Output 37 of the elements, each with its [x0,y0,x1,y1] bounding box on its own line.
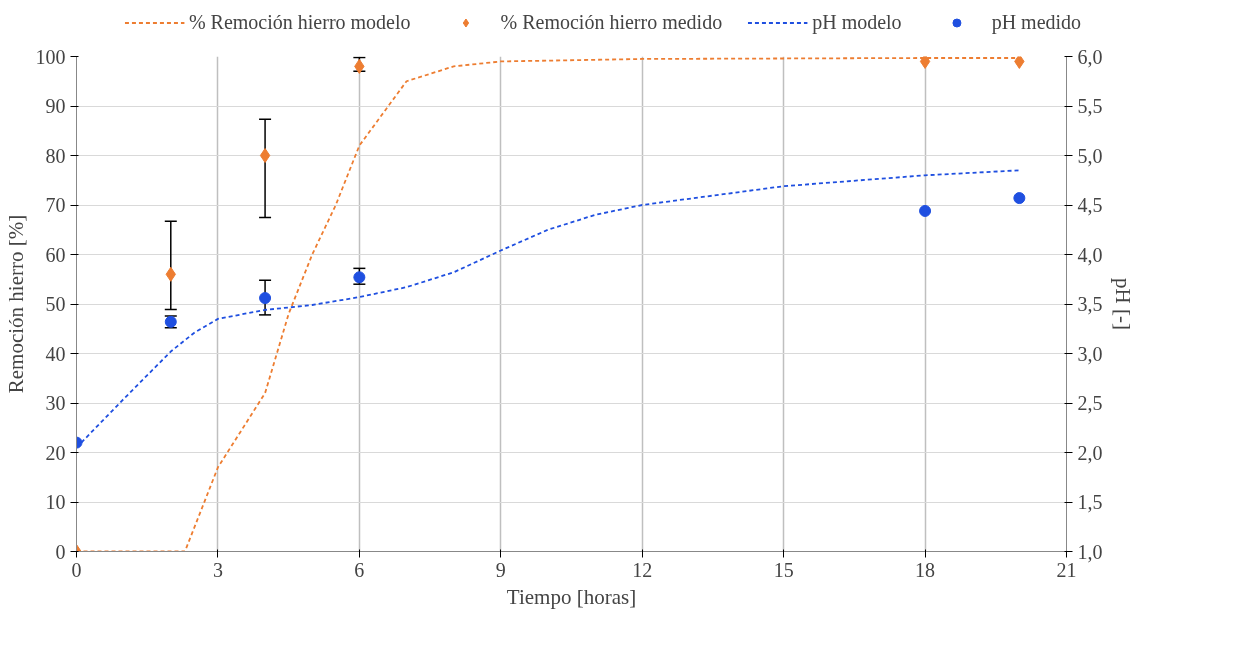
y2-tick-label: 4,0 [1077,243,1103,266]
y-tick-label: 10 [45,491,66,513]
x-tick-label: 6 [354,558,365,581]
y-tick-label: 20 [45,441,66,464]
y2-tick-label: 1,5 [1077,491,1103,513]
y-tick-label: 80 [45,144,66,167]
y2-tick-label: 2,0 [1077,441,1103,464]
x-tick-label: 18 [915,558,936,581]
y2-tick-label: 2,5 [1077,392,1103,414]
x-axis-title: Tiempo [horas] [506,584,637,609]
y-tick-label: 100 [35,45,66,68]
legend-label: % Remoción hierro medido [500,10,723,34]
y2-tick-label: 3,0 [1077,342,1103,365]
y2-tick-label: 6,0 [1077,45,1103,68]
y2-tick-label: 5,5 [1077,95,1103,117]
y-tick-label: 60 [45,243,66,266]
y-tick-label: 90 [45,95,66,117]
legend-label: pH medido [991,10,1082,34]
y-tick-label: 50 [45,293,66,315]
x-tick-label: 21 [1056,558,1077,581]
y2-tick-label: 1,0 [1077,540,1103,563]
y-tick-label: 0 [55,540,66,563]
legend-label: pH modelo [812,10,902,34]
y-tick-label: 70 [45,194,66,216]
y-axis-title: Remoción hierro [%] [3,214,28,394]
x-tick-label: 12 [632,558,653,581]
x-tick-label: 15 [773,558,794,581]
legend-label: % Remoción hierro modelo [188,10,411,34]
y2-tick-label: 4,5 [1077,194,1103,216]
x-tick-label: 9 [495,558,506,581]
x-tick-label: 3 [212,558,223,581]
y2-tick-label: 5,0 [1077,144,1103,167]
y-tick-label: 30 [45,392,66,414]
y2-tick-label: 3,5 [1077,293,1103,315]
y2-axis-title: pH [-] [1110,278,1135,330]
x-tick-label: 0 [71,558,82,581]
y-tick-label: 40 [45,342,66,365]
